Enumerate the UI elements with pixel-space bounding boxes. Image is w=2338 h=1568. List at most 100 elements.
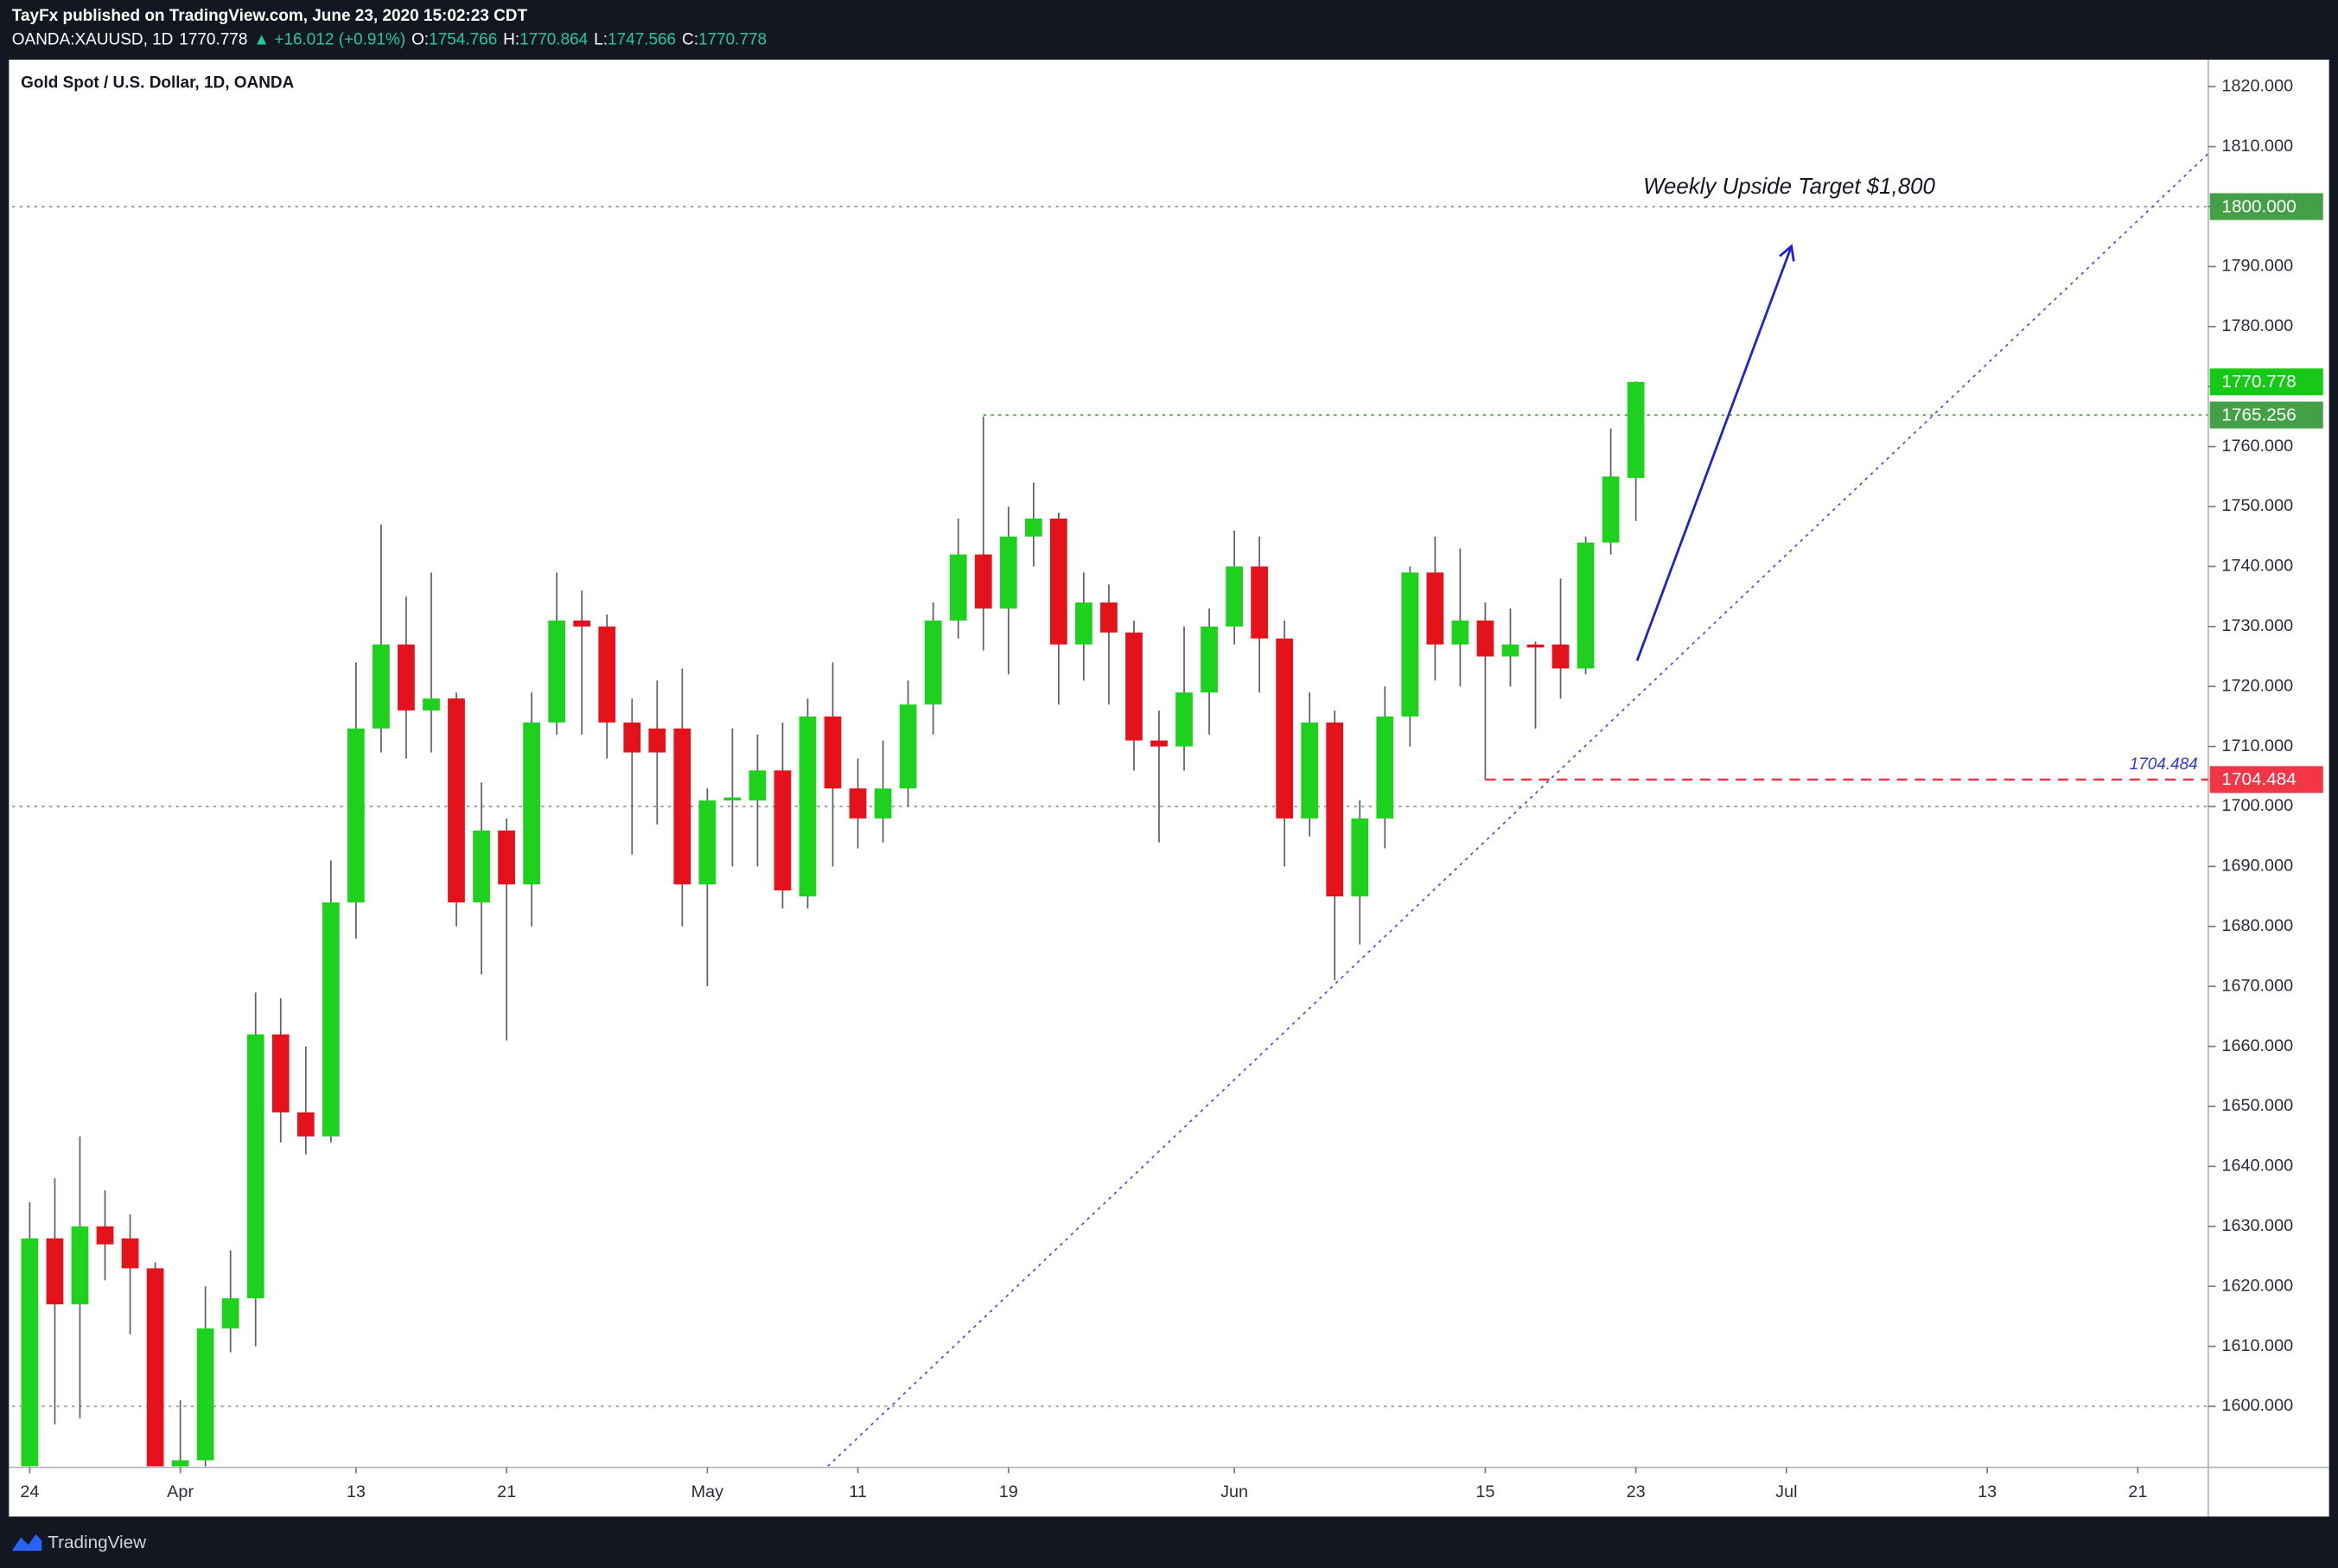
quote-part: O: (411, 31, 429, 49)
candle-body (1175, 692, 1193, 747)
y-tick-label: 1790.000 (2221, 257, 2293, 276)
candle-body (498, 830, 515, 885)
y-tick-label: 1600.000 (2221, 1396, 2293, 1415)
x-tick-label: 13 (1978, 1482, 1997, 1501)
candle-body (673, 728, 691, 885)
x-tick-label: 15 (1475, 1482, 1494, 1501)
chart-title: Gold Spot / U.S. Dollar, 1D, OANDA (21, 74, 294, 92)
target-arrow (1635, 244, 1795, 661)
candle-body (96, 1226, 114, 1245)
footer-brand: TradingView (48, 1533, 146, 1552)
quote-part: 1754.766 (429, 31, 497, 49)
candle-body (196, 1328, 214, 1461)
quote-part: 1770.778 (698, 31, 767, 49)
candle-body (1075, 602, 1093, 645)
candle-body (1201, 626, 1218, 693)
candle-body (271, 1034, 290, 1112)
y-tick-label: 1660.000 (2221, 1036, 2293, 1055)
candle-body (473, 830, 490, 903)
price-label: 1800.000 (2221, 196, 2296, 216)
candle-body (1351, 818, 1369, 897)
candle-body (1376, 716, 1394, 819)
candle-body (322, 902, 340, 1137)
x-tick-label: 24 (20, 1482, 39, 1501)
publisher: TayFx published on TradingView.com, June… (12, 7, 528, 25)
candle-body (698, 800, 717, 885)
candle-body (849, 788, 867, 819)
candle-body (1602, 476, 1620, 543)
quote-part: ▲ +16.012 (+0.91%) (253, 31, 405, 49)
candle-body (548, 620, 566, 723)
candle-body (1024, 518, 1042, 537)
plot-area (11, 152, 2208, 1467)
x-tick-label: 19 (999, 1482, 1018, 1501)
x-tick-label: 21 (497, 1482, 516, 1501)
y-tick-label: 1810.000 (2221, 137, 2293, 156)
x-tick-label: Jul (1775, 1482, 1797, 1501)
candle-body (146, 1268, 164, 1467)
candle-body (598, 626, 616, 723)
price-label: 1704.484 (2221, 769, 2296, 789)
candle-body (221, 1298, 239, 1329)
quote-part: C: (682, 31, 698, 49)
candle-body (573, 620, 591, 627)
candle-body (448, 698, 465, 903)
candle-body (71, 1226, 89, 1304)
candle-body (1577, 542, 1595, 669)
y-tick-label: 1730.000 (2221, 616, 2293, 635)
y-tick-label: 1640.000 (2221, 1157, 2293, 1176)
candle-body (774, 770, 792, 891)
y-tick-label: 1740.000 (2221, 557, 2293, 576)
candle-body (1476, 620, 1494, 657)
brand-logo (11, 1534, 42, 1552)
candle-body (423, 698, 440, 711)
quote-part: 1747.566 (608, 31, 676, 49)
price-label-box (2209, 766, 2323, 794)
x-tick-label: 13 (347, 1482, 366, 1501)
candle-body (523, 722, 540, 885)
trend-line (827, 152, 2208, 1467)
candle-body (723, 797, 742, 801)
candle-body (749, 770, 767, 801)
candle-body (874, 788, 892, 819)
candle-body (648, 728, 666, 753)
price-label-box (2209, 193, 2323, 220)
x-tick-label: Jun (1220, 1482, 1248, 1501)
candle-body (1401, 572, 1419, 717)
candle-body (296, 1112, 315, 1137)
level-note: 1704.484 (2130, 755, 2198, 774)
candle-body (1125, 632, 1143, 741)
candle-body (1276, 638, 1294, 819)
candle-body (1301, 722, 1319, 819)
candle-body (824, 716, 842, 789)
candle-body (46, 1238, 64, 1304)
candle-body (999, 536, 1017, 609)
x-tick-label: May (691, 1482, 724, 1501)
quote-line: OANDA:XAUUSD, 1D 1770.778 ▲ +16.012 (+0.91… (12, 31, 767, 49)
y-tick-label: 1780.000 (2221, 316, 2293, 335)
quote-part: L: (594, 31, 608, 49)
y-tick-label: 1700.000 (2221, 796, 2293, 815)
candle-body (924, 620, 942, 705)
candle-body (1551, 644, 1570, 669)
candle-body (799, 716, 817, 897)
candle-body (623, 722, 641, 753)
annotation: Weekly Upside Target $1,800 (1643, 175, 1935, 199)
candle-body (899, 704, 917, 789)
x-tick-label: 21 (2128, 1482, 2147, 1501)
y-tick-label: 1650.000 (2221, 1096, 2293, 1115)
candle-body (21, 1238, 39, 1467)
candle-body (1451, 620, 1469, 645)
candle-body (1526, 644, 1545, 648)
price-label: 1765.256 (2221, 405, 2296, 424)
quote-part: 1770.864 (519, 31, 588, 49)
candle-body (1251, 566, 1268, 639)
quote-part: H: (503, 31, 519, 49)
quote-part: 1770.778 (179, 31, 247, 49)
x-tick-label: Apr (167, 1482, 194, 1501)
candle-body (1150, 740, 1168, 747)
y-tick-label: 1680.000 (2221, 916, 2293, 935)
price-label-box (2209, 401, 2323, 429)
candle-body (974, 554, 992, 609)
